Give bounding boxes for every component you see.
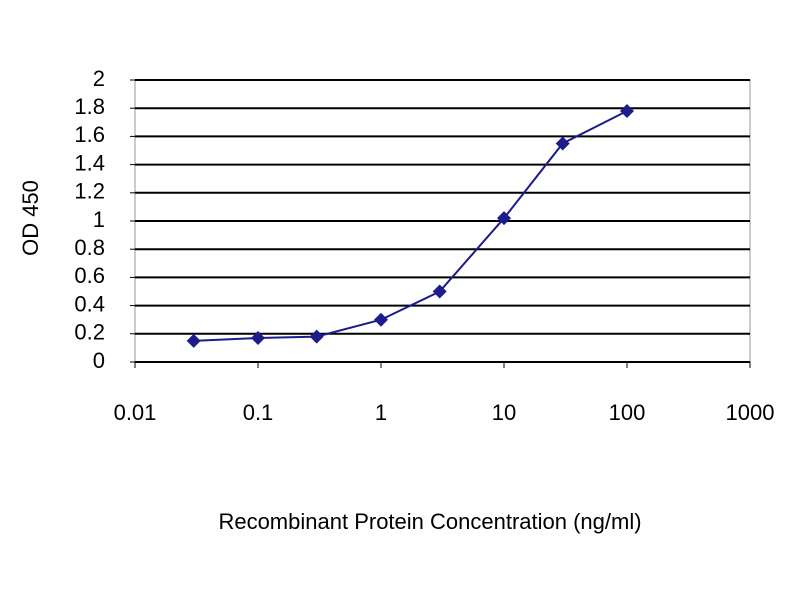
- x-tick-label: 10: [492, 400, 516, 425]
- data-point: [251, 331, 265, 346]
- y-tick-label: 1: [93, 207, 105, 232]
- y-tick-label: 2: [93, 66, 105, 91]
- y-axis-label: OD 450: [18, 180, 43, 256]
- y-tick-label: 0.2: [74, 320, 105, 345]
- data-point: [620, 104, 634, 119]
- y-tick-label: 0.8: [74, 235, 105, 260]
- y-tick-label: 0: [93, 348, 105, 373]
- y-tick-label: 1.2: [74, 179, 105, 204]
- x-tick-label: 0.1: [243, 400, 274, 425]
- data-point: [186, 333, 201, 348]
- y-tick-label: 1.8: [74, 94, 105, 119]
- data-point: [374, 312, 388, 327]
- x-tick-label: 0.01: [114, 400, 157, 425]
- data-point: [555, 136, 570, 151]
- data-point: [497, 211, 511, 226]
- y-tick-label: 1.6: [74, 122, 105, 147]
- y-tick-label: 1.4: [74, 150, 105, 175]
- data-point: [309, 329, 324, 344]
- data-line: [193, 110, 628, 342]
- x-tick-label: 1: [375, 400, 387, 425]
- x-tick-label: 1000: [726, 400, 775, 425]
- y-tick-label: 0.4: [74, 291, 105, 316]
- x-axis-label: Recombinant Protein Concentration (ng/ml…: [218, 509, 641, 534]
- y-tick-label: 0.6: [74, 263, 105, 288]
- data-point: [432, 284, 447, 299]
- x-tick-label: 100: [609, 400, 646, 425]
